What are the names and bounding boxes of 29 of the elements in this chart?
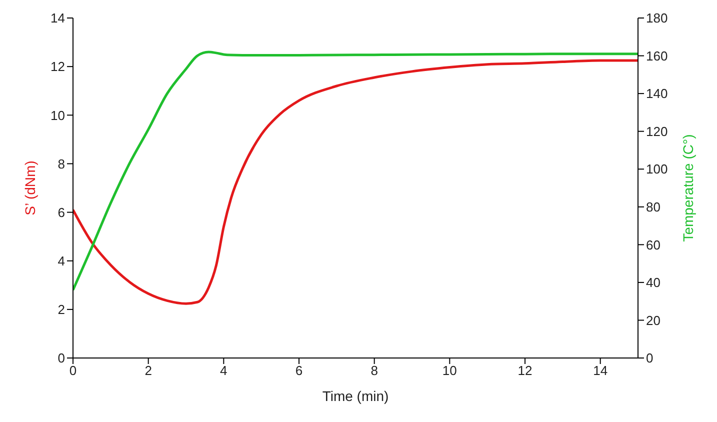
y-tick-label: 8 xyxy=(58,156,65,172)
y2-tick-label: 80 xyxy=(646,200,660,215)
y-axis-title: S’ (dNm) xyxy=(22,160,38,216)
x-tick-label: 6 xyxy=(295,363,303,378)
y-tick-label: 6 xyxy=(58,204,65,220)
y-tick-label: 10 xyxy=(50,108,65,123)
y-tick-label: 0 xyxy=(58,350,65,366)
y2-tick-label: 0 xyxy=(646,350,654,366)
y2-tick-label: 120 xyxy=(646,124,668,139)
x-tick-label: 4 xyxy=(220,363,228,378)
x-axis-title: Time (min) xyxy=(322,388,389,404)
x-tick-label: 14 xyxy=(593,363,608,378)
y-tick-label: 4 xyxy=(58,253,65,268)
y2-tick-label: 60 xyxy=(646,237,660,252)
x-tick-label: 12 xyxy=(518,363,532,378)
y2-tick-label: 20 xyxy=(646,312,660,328)
x-tick-label: 8 xyxy=(370,363,378,378)
y-tick-label: 14 xyxy=(50,10,65,26)
y2-axis-title: Temperature (C°) xyxy=(680,134,696,242)
y2-tick-label: 100 xyxy=(646,162,668,177)
x-tick-label: 0 xyxy=(69,363,77,378)
y-tick-label: 2 xyxy=(58,302,65,318)
y-tick-label: 12 xyxy=(50,59,65,74)
y2-tick-label: 40 xyxy=(646,275,660,290)
y2-tick-label: 140 xyxy=(646,86,668,102)
y2-tick-label: 160 xyxy=(646,48,668,64)
x-tick-label: 2 xyxy=(144,363,152,378)
y2-tick-label: 180 xyxy=(646,10,668,26)
x-tick-label: 10 xyxy=(442,363,457,378)
